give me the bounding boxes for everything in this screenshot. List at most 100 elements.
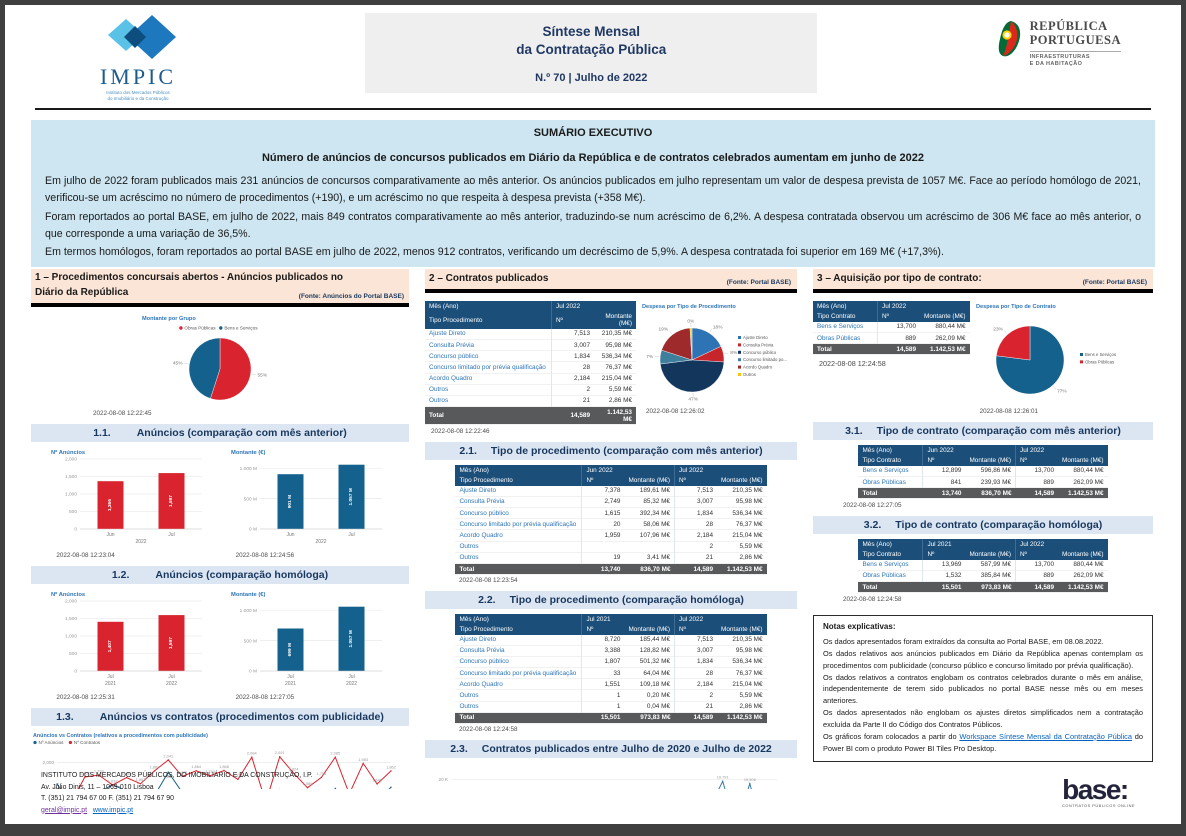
workspace-link[interactable]: Workspace Síntese Mensal da Contratação … [959,731,1132,741]
table-cell: Jul 2022 [551,301,636,312]
table-cell: 7,513 [674,485,717,497]
table-cell: 215,04 M€ [732,531,763,539]
footer-email-link[interactable]: geral@impic.pt [41,806,88,814]
table-cell: 536,34 M€ [732,509,763,517]
table-row: Consulta Prévia 3,007 95,98 M€ [425,339,636,351]
table-cell: Mês (Ano) [455,465,582,476]
table-cell: 15,501 [922,581,966,593]
table-cell: 889 [877,332,920,344]
svg-text:1,762: 1,762 [80,771,90,776]
svg-text:18%: 18% [713,325,723,331]
table-total-row: Total 15,501 973,83 M€ 14,589 1.142,53 M€ [455,712,767,724]
summary-paragraph: Em termos homólogos, foram reportados ao… [45,246,944,259]
base-logo: base: CONTRATOS PÚBLICOS ONLINE [1062,773,1135,808]
note-item: Os dados relativos aos anúncios publicad… [823,648,1143,670]
svg-text:Nº Anúncios: Nº Anúncios [39,741,65,746]
table-cell: 5,59 M€ [739,692,763,700]
table-cell: 1 [581,701,625,713]
table-cell: Jul 2021 [922,539,1016,550]
table-cell: 1.142,53 M€ [594,406,636,425]
table-3-1-block: Mês (Ano) Jun 2022 Jul 2022 Tipo Contrato Nº… [813,445,1153,509]
table-cell: Outros [459,554,479,562]
footer-website-link[interactable]: www.impic.pt [92,806,134,814]
svg-text:19,506: 19,506 [744,777,756,782]
section-1: 1 – Procedimentos concursais abertos - A… [31,269,409,790]
note-item: Os gráficos foram colocados a partir do … [823,731,1143,753]
table-row: Outros 21 2,86 M€ [425,395,636,407]
table-row: Ajuste Direto 8,720 185,44 M€ 7,513 210,35 M… [455,634,767,646]
pie-montante-por-grupo: Montante por Grupo Obras Públicas Bens e S… [31,313,409,417]
footer-org: INSTITUTO DOS MERCADOS PÚBLICOS, DO IMOB… [41,772,313,780]
svg-text:Jul: Jul [348,532,354,538]
table-cell: 596,86 M€ [980,467,1011,475]
table-row: Obras Públicas 841 239,93 M€ 889 262,09 M€ [858,476,1108,488]
table-cell: 1,834 [674,656,717,668]
table-cell: 8,720 [581,634,625,646]
num-anuncios-homologa-chart: Nº Anúncios 0 500 1,000 1,500 2,000 1,407 Jul 20… [50,589,210,694]
table-cell: 262,09 M€ [1073,572,1104,580]
svg-text:Bens e Serviços: Bens e Serviços [1085,352,1116,357]
impic-wordmark: IMPIC [99,64,177,89]
svg-text:2021: 2021 [285,681,296,687]
section-3-toprow: Mês (Ano) Jul 2022 Tipo Contrato Nº Montante… [813,301,1153,415]
table-row: Outros 19 3,41 M€ 21 2,86 M€ [455,552,767,564]
svg-text:Consulta Prévia: Consulta Prévia [743,343,774,348]
chart-timestamp: 2022-08-08 12:23:04 [56,552,115,560]
table-cell: 2,749 [581,496,625,508]
band-2-1: 2.1. Tipo de procedimento (comparação com… [425,442,797,461]
tipo-contrato-jul-table: Mês (Ano) Jul 2022 Tipo Contrato Nº Montante… [813,301,970,356]
table-row: Obras Públicas 889 262,09 M€ [813,332,970,344]
table-cell: 189,61 M€ [639,487,670,495]
table-cell: 3,007 [674,645,717,657]
chart-timestamp: 2022-08-08 12:26:02 [646,408,705,416]
table-cell: 13,700 [1015,559,1058,571]
table-cell: Mês (Ano) [813,301,878,312]
table-cell: Tipo Procedimento [455,624,582,635]
table-cell: 1,551 [581,678,625,690]
table-cell: 889 [1015,476,1058,488]
table-cell: Nº [674,624,717,635]
impic-logo: IMPIC Instituto dos Mercados Públicos do… [90,15,186,102]
svg-text:1.057 M: 1.057 M [348,631,354,648]
table-cell: Montante (M€) [594,311,636,329]
table-2-2-block: Mês (Ano) Jul 2021 Jul 2022 Tipo Procedimen… [425,614,797,733]
band-1-3: 1.3. Anúncios vs contratos (procedimentos… [31,708,409,727]
data-table: Mês (Ano) Jul 2022 Tipo Procedimento Nº Mont… [425,301,636,426]
table-cell: 85,32 M€ [643,498,670,506]
table-cell: 1.142,53 M€ [920,343,970,355]
table-timestamp: 2022-08-08 12:24:58 [819,359,886,369]
table-cell: 2 [674,689,717,702]
table-cell: 3,41 M€ [646,554,670,562]
table-cell: 2,184 [674,678,717,690]
table-cell: Ajuste Direto [459,487,497,495]
charts-1-2: Nº Anúncios 0 500 1,000 1,500 2,000 1,407 Jul 20… [31,589,409,701]
procedimento-mes-table: Mês (Ano) Jun 2022 Jul 2022 Tipo Procedimen… [425,465,797,576]
chart-svg: Montante (€) 0 M 500 M 1.000 M 901 M Jun 1.057… [231,450,382,545]
note-item: Os dados relativos a contratos englobam … [823,672,1143,706]
table-cell: Total [813,343,878,355]
svg-text:1,500: 1,500 [52,787,63,789]
section-3-title: 3 – Aquisição por tipo de contrato: [817,272,982,284]
table-cell: 5,59 M€ [739,543,763,551]
table-cell: Acordo Quadro [459,680,503,688]
table-cell: Nº [1015,549,1058,560]
table-cell: 13,700 [1015,465,1058,477]
table-cell: 7,513 [551,328,594,340]
summary-paragraph: Foram reportados ao portal BASE, em julh… [45,210,1141,240]
svg-text:1,724: 1,724 [233,773,244,778]
table-cell: Tipo Procedimento [455,475,582,486]
svg-text:699 M: 699 M [287,643,293,656]
table-cell: 215,04 M€ [732,680,763,688]
table-cell: Concurso público [459,658,509,666]
table-cell: Nº [581,624,625,635]
table-cell: 210,35 M€ [732,487,763,495]
table-cell: 1,532 [922,570,966,582]
table-timestamp: 2022-08-08 12:22:46 [431,428,490,436]
table-cell: Total [425,406,552,425]
table-cell: 95,98 M€ [735,647,763,655]
chart-svg: Nº Anúncios 0 500 1,000 1,500 2,000 1,366 Jun 1,… [51,450,203,545]
svg-text:55%: 55% [258,373,268,379]
table-3-2-block: Mês (Ano) Jul 2021 Jul 2022 Tipo Contrato Nº… [813,539,1153,603]
table-cell: 536,34 M€ [601,352,632,360]
